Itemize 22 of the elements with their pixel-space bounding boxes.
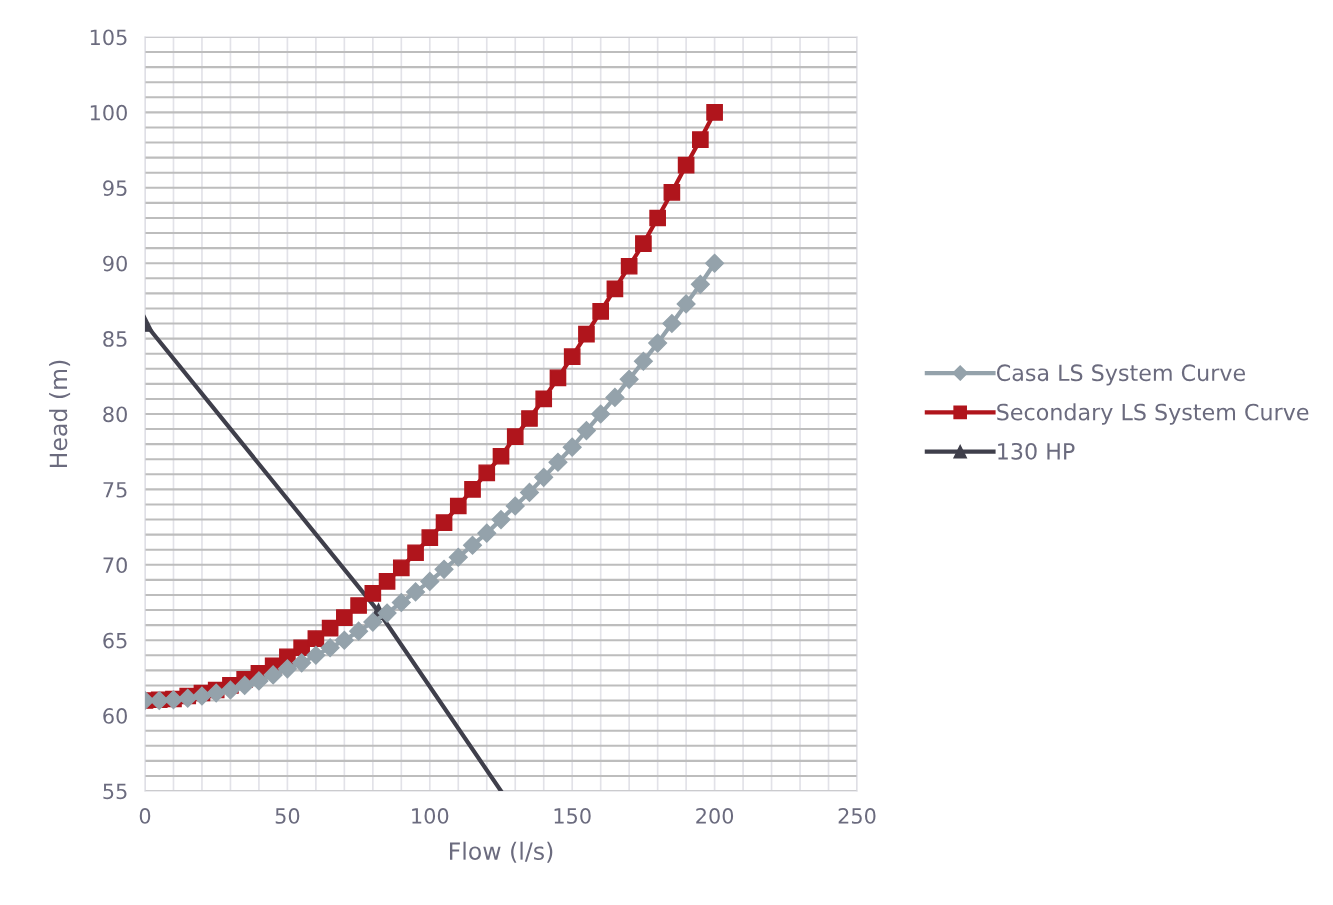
x-axis-title: Flow (l/s) bbox=[450, 841, 553, 863]
y-tick-label: 75 bbox=[103, 482, 127, 498]
y-axis-title: Head (m) bbox=[49, 360, 71, 468]
x-tick-label: 200 bbox=[696, 808, 734, 824]
y-tick-label: 55 bbox=[103, 783, 127, 800]
y-tick-label: 85 bbox=[103, 331, 127, 347]
y-tick-label: 80 bbox=[103, 406, 127, 423]
legend-label: Secondary LS System Curve bbox=[997, 403, 1309, 425]
x-tick-label: 250 bbox=[838, 808, 876, 824]
y-tick-label: 100 bbox=[90, 104, 127, 121]
x-tick-label: 100 bbox=[412, 808, 449, 824]
x-tick-label: 50 bbox=[275, 808, 300, 824]
legend-label: Casa LS System Curve bbox=[996, 364, 1245, 386]
y-tick-label: 90 bbox=[103, 255, 127, 272]
x-tick-label: 0 bbox=[139, 808, 151, 824]
x-tick-label: 150 bbox=[554, 808, 591, 824]
y-tick-label: 65 bbox=[103, 632, 127, 649]
legend-label: 130 HP bbox=[998, 442, 1075, 460]
y-tick-label: 105 bbox=[90, 29, 127, 46]
y-tick-label: 70 bbox=[103, 557, 127, 574]
y-tick-label: 95 bbox=[103, 180, 127, 197]
y-tick-label: 60 bbox=[103, 708, 127, 724]
